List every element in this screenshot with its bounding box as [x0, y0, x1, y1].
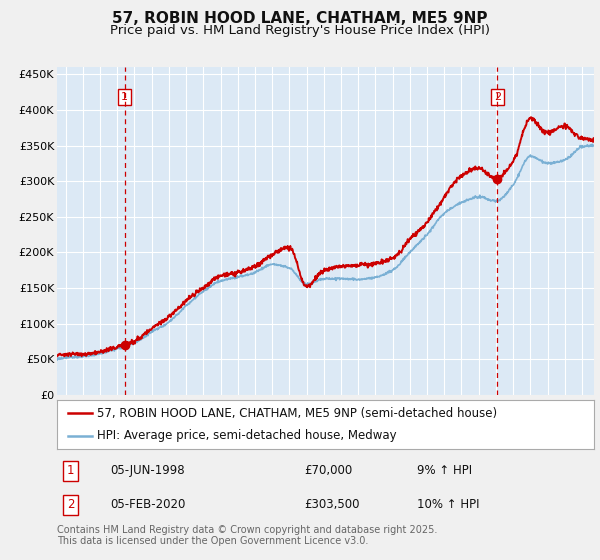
Text: Contains HM Land Registry data © Crown copyright and database right 2025.
This d: Contains HM Land Registry data © Crown c… — [57, 525, 437, 547]
Text: £70,000: £70,000 — [304, 464, 352, 477]
Text: Price paid vs. HM Land Registry's House Price Index (HPI): Price paid vs. HM Land Registry's House … — [110, 24, 490, 37]
Text: 9% ↑ HPI: 9% ↑ HPI — [417, 464, 472, 477]
Text: £303,500: £303,500 — [304, 498, 359, 511]
Text: 05-JUN-1998: 05-JUN-1998 — [111, 464, 185, 477]
Text: 05-FEB-2020: 05-FEB-2020 — [111, 498, 186, 511]
Text: 2: 2 — [67, 498, 74, 511]
Text: 1: 1 — [121, 92, 128, 102]
Text: HPI: Average price, semi-detached house, Medway: HPI: Average price, semi-detached house,… — [97, 430, 397, 442]
Text: 1: 1 — [67, 464, 74, 477]
Text: 10% ↑ HPI: 10% ↑ HPI — [417, 498, 479, 511]
Text: 57, ROBIN HOOD LANE, CHATHAM, ME5 9NP (semi-detached house): 57, ROBIN HOOD LANE, CHATHAM, ME5 9NP (s… — [97, 407, 497, 419]
Text: 57, ROBIN HOOD LANE, CHATHAM, ME5 9NP: 57, ROBIN HOOD LANE, CHATHAM, ME5 9NP — [112, 11, 488, 26]
Text: 2: 2 — [494, 92, 501, 102]
